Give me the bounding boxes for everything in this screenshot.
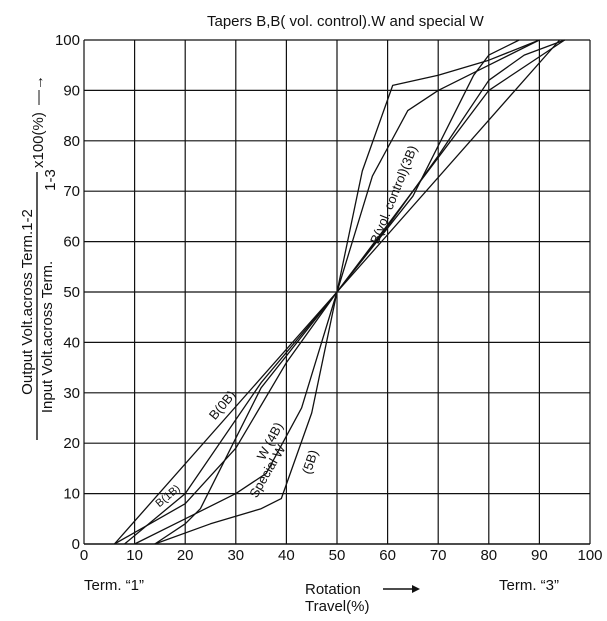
x-tick-label: 90 <box>531 547 548 564</box>
y-label-denominator-suffix: 1-3 <box>42 169 59 191</box>
y-tick-label: 50 <box>63 284 80 301</box>
curve-label: (5B) <box>299 448 321 476</box>
y-tick-label: 80 <box>63 133 80 150</box>
x-tick-label: 60 <box>379 547 396 564</box>
x-label-line1: Rotation <box>305 581 361 598</box>
x-tick-label: 40 <box>278 547 295 564</box>
y-tick-label: 20 <box>63 435 80 452</box>
y-label-numerator: Output Volt.across Term.1-2 <box>19 209 36 395</box>
y-tick-label: 90 <box>63 82 80 99</box>
x-tick-label: 0 <box>80 547 88 564</box>
y-tick-label: 10 <box>63 486 80 503</box>
y-tick-label-zero: 0 <box>72 536 80 553</box>
y-label-denominator: Input Volt.across Term. <box>39 261 56 413</box>
x-tick-label: 10 <box>126 547 143 564</box>
x-tick-label: 70 <box>430 547 447 564</box>
y-tick-label: 30 <box>63 385 80 402</box>
x-label-line2: Travel(%) <box>305 598 369 615</box>
x-arrow-head <box>412 585 420 593</box>
x-tick-label: 50 <box>329 547 346 564</box>
y-label-multiplier: x100(%) <box>30 112 47 168</box>
x-tick-label: 80 <box>480 547 497 564</box>
curve-label: B(1B) <box>153 483 182 510</box>
x-label-left-end: Term. “1” <box>84 577 144 594</box>
y-label-arrow: —→ <box>30 75 47 105</box>
y-axis-label: Output Volt.across Term.1-2 Input Volt.ac… <box>19 75 59 440</box>
x-tick-label: 100 <box>577 547 602 564</box>
y-tick-label: 60 <box>63 234 80 251</box>
chart-title: Tapers B,B( vol. control).W and special … <box>207 13 485 30</box>
x-label-right-end: Term. “3” <box>499 577 559 594</box>
x-tick-label: 30 <box>227 547 244 564</box>
y-tick-label: 40 <box>63 334 80 351</box>
curve-b-vol-control-3b <box>124 39 566 545</box>
curve-label: B(vol. control)(3B) <box>367 143 420 246</box>
x-tick-label: 20 <box>177 547 194 564</box>
y-tick-label: 100 <box>55 32 80 49</box>
y-tick-label: 70 <box>63 183 80 200</box>
